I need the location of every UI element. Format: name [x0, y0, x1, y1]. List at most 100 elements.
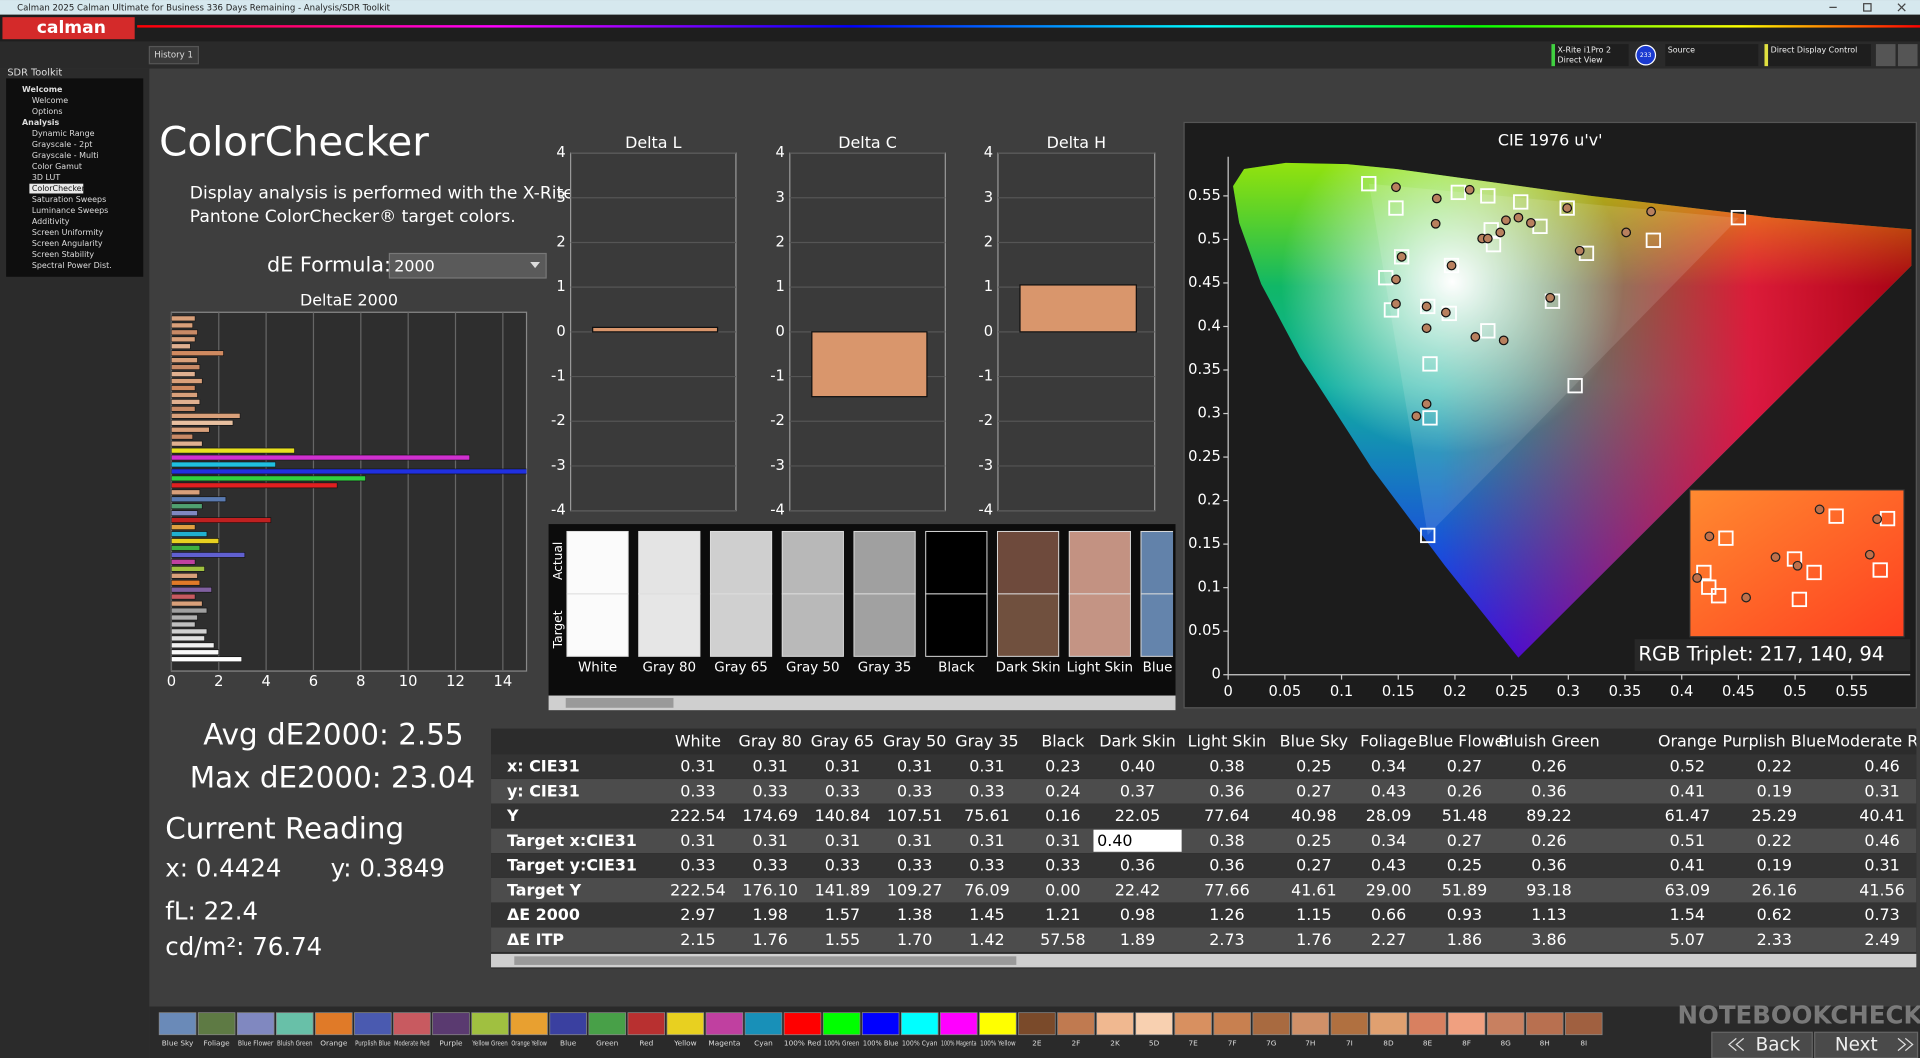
- y-tick-label: 1: [556, 278, 565, 295]
- table-cell: 0.26: [1531, 831, 1566, 850]
- palette-label: 2E: [1032, 1038, 1042, 1047]
- palette-swatch[interactable]: [1330, 1012, 1369, 1036]
- measured-point: [1411, 411, 1422, 422]
- formula-dropdown[interactable]: [388, 252, 547, 279]
- table-cell: 174.69: [742, 806, 798, 825]
- table-cell: 0.52: [1670, 757, 1705, 776]
- table-row: [491, 803, 1917, 829]
- palette-swatch[interactable]: [666, 1012, 705, 1036]
- window-controls[interactable]: [1829, 3, 1906, 12]
- measured-point: [1482, 233, 1493, 244]
- source-box[interactable]: [1665, 44, 1759, 67]
- back-button[interactable]: [1711, 1031, 1813, 1058]
- palette-swatch[interactable]: [1447, 1012, 1486, 1036]
- swatch-target: [925, 593, 988, 657]
- palette-swatch[interactable]: [1369, 1012, 1408, 1036]
- swatch-actual: [638, 530, 701, 595]
- palette-swatch[interactable]: [979, 1012, 1017, 1036]
- meter-name: X-Rite i1Pro 2: [1558, 46, 1612, 55]
- palette-swatch[interactable]: [1096, 1012, 1134, 1036]
- palette-swatch[interactable]: [393, 1012, 431, 1036]
- table-cell: 0.31: [752, 831, 787, 850]
- palette-swatch[interactable]: [354, 1012, 392, 1036]
- table-cell: 77.64: [1204, 806, 1250, 825]
- measured-point: [1621, 227, 1632, 238]
- palette-swatch[interactable]: [1135, 1012, 1173, 1036]
- display-box[interactable]: [1768, 44, 1872, 67]
- rainbow-line: [137, 25, 1920, 28]
- bar: [171, 315, 196, 322]
- palette-swatch[interactable]: [549, 1012, 587, 1036]
- tree-item: Screen Uniformity: [32, 228, 104, 237]
- next-button[interactable]: [1814, 1031, 1919, 1058]
- palette-swatch[interactable]: [588, 1012, 626, 1036]
- table-cell: 2.97: [680, 905, 715, 924]
- y-tick-label: 2: [984, 233, 993, 250]
- palette-swatch[interactable]: [471, 1012, 509, 1036]
- bar: [171, 538, 220, 544]
- palette-swatch[interactable]: [158, 1012, 197, 1036]
- palette-swatch[interactable]: [861, 1012, 900, 1036]
- swatch-scroll-thumb[interactable]: [565, 697, 674, 708]
- measured-point: [1562, 203, 1573, 213]
- palette-swatch[interactable]: [1213, 1012, 1251, 1036]
- x-tick-label: 0: [1223, 683, 1232, 700]
- palette-swatch[interactable]: [275, 1012, 314, 1036]
- table-cell: 0.31: [752, 757, 787, 776]
- palette-swatch[interactable]: [900, 1012, 939, 1036]
- table-cell: 0.22: [1757, 831, 1792, 850]
- meter-box[interactable]: [1555, 44, 1629, 67]
- palette-label: 7I: [1346, 1038, 1353, 1047]
- table-cell: 1.15: [1296, 905, 1331, 924]
- palette-swatch[interactable]: [510, 1012, 548, 1036]
- palette-swatch[interactable]: [1291, 1012, 1330, 1036]
- measured-point: [1498, 335, 1509, 346]
- swatch-target: [781, 593, 844, 657]
- tree-item: Luminance Sweeps: [32, 206, 108, 215]
- table-row: [491, 853, 1917, 878]
- palette-swatch[interactable]: [1565, 1012, 1603, 1036]
- palette-swatch[interactable]: [1018, 1012, 1056, 1036]
- palette-swatch[interactable]: [1174, 1012, 1212, 1036]
- table-cell: 0.46: [1864, 757, 1899, 776]
- palette-swatch[interactable]: [1057, 1012, 1095, 1036]
- palette-swatch[interactable]: [1486, 1012, 1525, 1036]
- help-button[interactable]: [1897, 44, 1918, 67]
- swatch-scrollbar[interactable]: [548, 695, 1176, 711]
- table-cell: 1.86: [1447, 930, 1482, 949]
- y-tick-label: 0: [556, 323, 565, 340]
- y-tick-label: -1: [551, 368, 566, 385]
- bar: [171, 385, 196, 391]
- palette-swatch[interactable]: [197, 1012, 236, 1036]
- palette-swatch[interactable]: [1408, 1012, 1447, 1036]
- tree-item: Welcome: [32, 96, 68, 105]
- palette-swatch[interactable]: [315, 1012, 353, 1036]
- target-point: [1420, 298, 1436, 315]
- palette-swatch[interactable]: [705, 1012, 744, 1036]
- chart-title: DeltaE 2000: [300, 291, 398, 310]
- palette-swatch[interactable]: [236, 1012, 275, 1036]
- y-tick-label: 0.5: [1197, 230, 1220, 247]
- table-cell: 0.66: [1371, 905, 1406, 924]
- logo-box[interactable]: [2, 17, 135, 40]
- palette-swatch[interactable]: [432, 1012, 470, 1036]
- palette-swatch[interactable]: [822, 1012, 861, 1036]
- palette-swatch[interactable]: [940, 1012, 978, 1036]
- title-bar: [0, 0, 1920, 15]
- palette-swatch[interactable]: [1525, 1012, 1564, 1036]
- settings-button[interactable]: [1875, 44, 1896, 67]
- palette-swatch[interactable]: [783, 1012, 822, 1036]
- table-cell: 0.25: [1447, 856, 1482, 875]
- palette-swatch[interactable]: [627, 1012, 666, 1036]
- palette-swatch[interactable]: [744, 1012, 783, 1036]
- measured-point: [1440, 307, 1451, 318]
- table-cell: 0.26: [1531, 757, 1566, 776]
- bar: [171, 468, 527, 475]
- table-scroll-thumb[interactable]: [514, 956, 1017, 965]
- palette-swatch[interactable]: [1252, 1012, 1291, 1036]
- column-header: Orange: [1658, 732, 1717, 751]
- table-cell: 41.56: [1859, 880, 1905, 899]
- measured-point: [1391, 274, 1401, 285]
- y-tick-label: -4: [551, 502, 566, 519]
- y-tick-label: 1: [776, 278, 785, 295]
